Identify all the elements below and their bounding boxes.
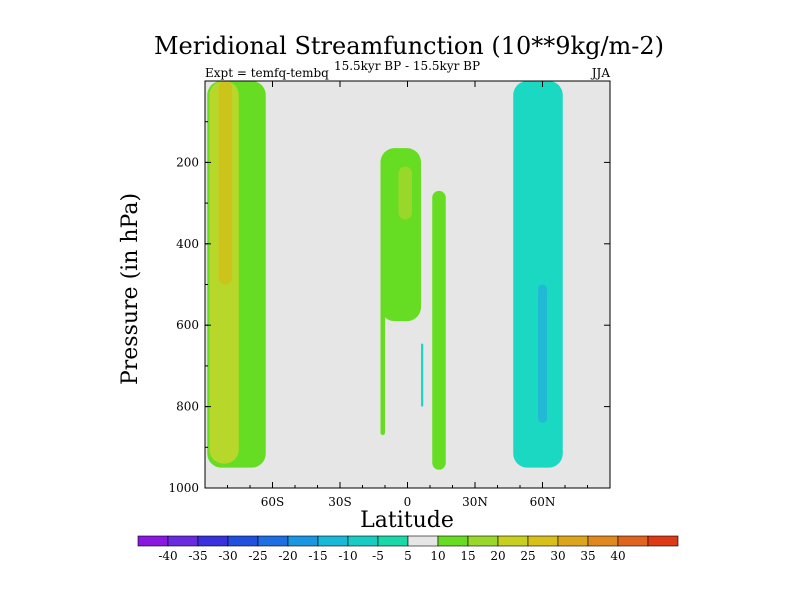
colorbar-label: -15 <box>308 549 327 563</box>
colorbar-swatch <box>497 535 529 547</box>
colorbar-label: 10 <box>430 549 445 563</box>
colorbar-swatch <box>527 535 559 547</box>
contour-region-nh-tropical-cell <box>432 190 446 470</box>
colorbar-label: -5 <box>372 549 384 563</box>
contour-region-nh-high-lat-cell <box>513 81 563 468</box>
colorbar-label: 15 <box>460 549 475 563</box>
colorbar-label: -30 <box>218 549 237 563</box>
colorbar-label: 5 <box>404 549 412 563</box>
colorbar-swatch <box>137 535 169 547</box>
x-tick-label: 30N <box>462 495 488 509</box>
colorbar-swatch <box>167 535 199 547</box>
y-tick-label: 400 <box>176 237 199 251</box>
colorbar-label: 35 <box>580 549 595 563</box>
colorbar-swatch <box>317 535 349 547</box>
contour-region-nh-high-lat-core <box>538 284 547 423</box>
colorbar-swatch <box>197 535 229 547</box>
colorbar-swatch <box>647 535 679 547</box>
contour-region-equatorial-core <box>398 166 412 220</box>
x-tick-label: 30S <box>328 495 352 509</box>
axes: 60S 30S 0 30N 60N 200 400 600 800 1000 <box>168 80 611 509</box>
colorbar-swatch <box>617 535 649 547</box>
colorbar: -40 -35 -30 -25 -20 -15 -10 -5 5 10 15 20 25 30 35 40 <box>137 535 679 563</box>
x-tick-label: 0 <box>404 495 412 509</box>
season-label: JJA <box>590 66 611 80</box>
plot-area <box>205 81 610 488</box>
colorbar-swatch <box>347 535 379 547</box>
y-axis-label: Pressure (in hPa) <box>118 193 143 385</box>
x-axis-label: Latitude <box>360 508 454 533</box>
colorbar-label: 25 <box>520 549 535 563</box>
colorbar-label: -20 <box>278 549 297 563</box>
colorbar-swatch <box>557 535 589 547</box>
x-tick-label: 60N <box>530 495 556 509</box>
y-tick-label: 1000 <box>168 481 199 495</box>
chart-subtitle: 15.5kyr BP - 15.5kyr BP <box>334 59 480 73</box>
colorbar-label: 20 <box>490 549 505 563</box>
colorbar-label: 30 <box>550 549 565 563</box>
colorbar-label: -35 <box>188 549 207 563</box>
contour-region-sh-tropical-cell <box>380 264 385 436</box>
colorbar-swatch <box>377 535 409 547</box>
y-tick-label: 200 <box>176 155 199 169</box>
colorbar-swatch <box>467 535 499 547</box>
colorbar-label: -25 <box>248 549 267 563</box>
colorbar-label: -40 <box>158 549 177 563</box>
colorbar-swatch <box>437 535 469 547</box>
y-tick-label: 600 <box>176 318 199 332</box>
y-tick-label: 800 <box>176 400 199 414</box>
contour-region-equatorial-small-neg <box>421 343 424 407</box>
colorbar-label: -10 <box>338 549 357 563</box>
contour-region-sh-high-lat-peak <box>218 81 232 285</box>
colorbar-swatch <box>587 535 619 547</box>
colorbar-swatch <box>227 535 259 547</box>
colorbar-label: 40 <box>610 549 625 563</box>
colorbar-swatch <box>287 535 319 547</box>
colorbar-swatch <box>407 535 439 547</box>
experiment-label: Expt = temfq-tembq <box>205 66 329 80</box>
chart-title: Meridional Streamfunction (10**9kg/m-2) <box>154 32 664 60</box>
x-tick-label: 60S <box>261 495 285 509</box>
colorbar-swatch <box>257 535 289 547</box>
